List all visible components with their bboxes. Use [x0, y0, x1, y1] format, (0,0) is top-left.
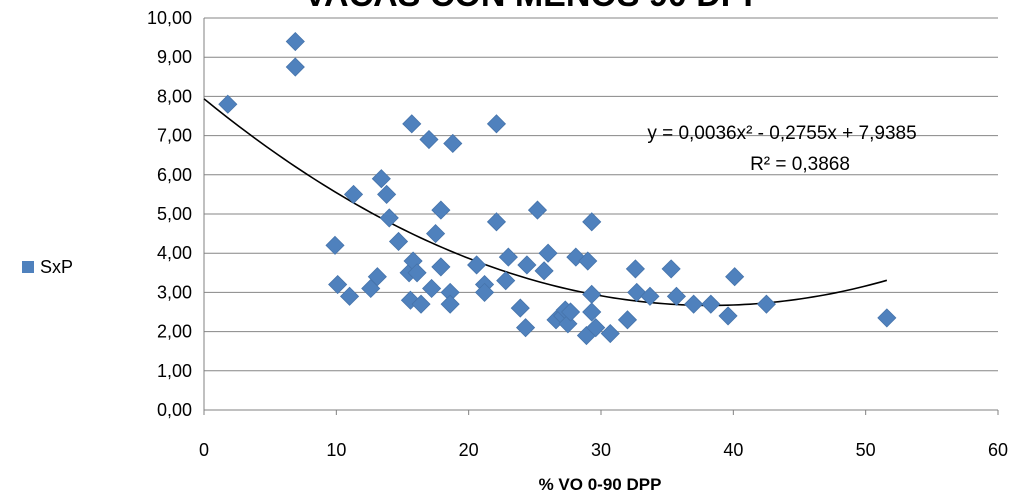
data-point [534, 261, 554, 281]
y-tick-label: 9,00 [157, 47, 192, 67]
data-point [367, 267, 387, 287]
gridlines [203, 17, 998, 411]
data-point [440, 294, 460, 314]
data-point [371, 169, 391, 189]
y-tick-label: 5,00 [157, 204, 192, 224]
data-point [426, 224, 446, 244]
data-point [517, 255, 537, 275]
data-point [538, 243, 558, 263]
data-point [558, 314, 578, 334]
y-tick-label: 6,00 [157, 165, 192, 185]
data-point [467, 255, 487, 275]
legend: SxP [22, 257, 73, 277]
data-point [377, 184, 397, 204]
data-point [218, 94, 238, 114]
x-tick-label: 40 [723, 440, 743, 460]
y-tick-label: 0,00 [157, 400, 192, 420]
x-tick-label: 30 [591, 440, 611, 460]
y-axis-ticks: 0,00 1,00 2,00 3,00 4,00 5,00 6,00 7,00 8,00 9,00… [147, 8, 192, 420]
y-tick-label: 7,00 [157, 126, 192, 146]
data-points [218, 31, 897, 346]
data-point [718, 306, 738, 326]
data-point [625, 259, 645, 279]
x-tick-label: 10 [326, 440, 346, 460]
data-point [527, 200, 548, 220]
data-point [411, 294, 431, 314]
trendline-equation: y = 0,0036x² - 0,2755x + 7,9385 [647, 123, 916, 144]
data-point [443, 133, 463, 154]
data-point [343, 184, 364, 204]
data-point [474, 282, 495, 302]
data-point [582, 284, 602, 304]
data-point [725, 267, 745, 287]
data-point [586, 318, 606, 338]
data-point [600, 323, 620, 344]
data-point [486, 212, 507, 232]
data-point [498, 247, 518, 267]
data-point [582, 212, 602, 232]
data-point [486, 114, 507, 134]
data-point [431, 200, 451, 220]
data-point [661, 259, 681, 279]
data-point [285, 31, 305, 52]
data-point [340, 286, 360, 306]
data-point [684, 294, 704, 314]
x-axis-label: % VO 0-90 DPP [539, 475, 662, 494]
y-tick-label: 10,00 [147, 8, 192, 28]
data-point [402, 114, 422, 134]
data-point [756, 294, 776, 314]
data-point [566, 247, 586, 267]
data-point [666, 286, 686, 306]
data-point [285, 57, 305, 77]
data-point [407, 263, 427, 283]
data-point [578, 251, 598, 271]
data-point [510, 298, 530, 318]
chart-title: VACAS CON MENOS 90 DPP [304, 0, 766, 14]
y-tick-label: 2,00 [157, 322, 192, 342]
data-point [431, 257, 451, 277]
data-point [379, 208, 399, 228]
x-axis-ticks: 0 10 20 30 40 50 60 [199, 410, 1008, 460]
data-point [328, 274, 348, 295]
data-point [640, 286, 660, 306]
y-tick-label: 1,00 [157, 361, 192, 381]
y-tick-label: 4,00 [157, 243, 192, 263]
data-point [516, 318, 536, 338]
data-point [701, 294, 721, 314]
legend-marker [22, 261, 34, 273]
x-tick-label: 50 [856, 440, 876, 460]
y-tick-label: 8,00 [157, 86, 192, 106]
data-point [422, 278, 442, 299]
data-point [496, 271, 516, 291]
r-squared-label: R² = 0,3868 [750, 154, 850, 175]
x-tick-label: 60 [988, 440, 1008, 460]
data-point [388, 231, 409, 252]
data-point [560, 302, 581, 322]
y-tick-label: 3,00 [157, 282, 192, 302]
data-point [877, 308, 897, 328]
legend-label: SxP [40, 257, 73, 277]
data-point [617, 310, 638, 330]
data-point [419, 129, 439, 150]
x-tick-label: 0 [199, 440, 209, 460]
x-tick-label: 20 [459, 440, 479, 460]
data-point [582, 302, 602, 322]
data-point [325, 235, 345, 255]
